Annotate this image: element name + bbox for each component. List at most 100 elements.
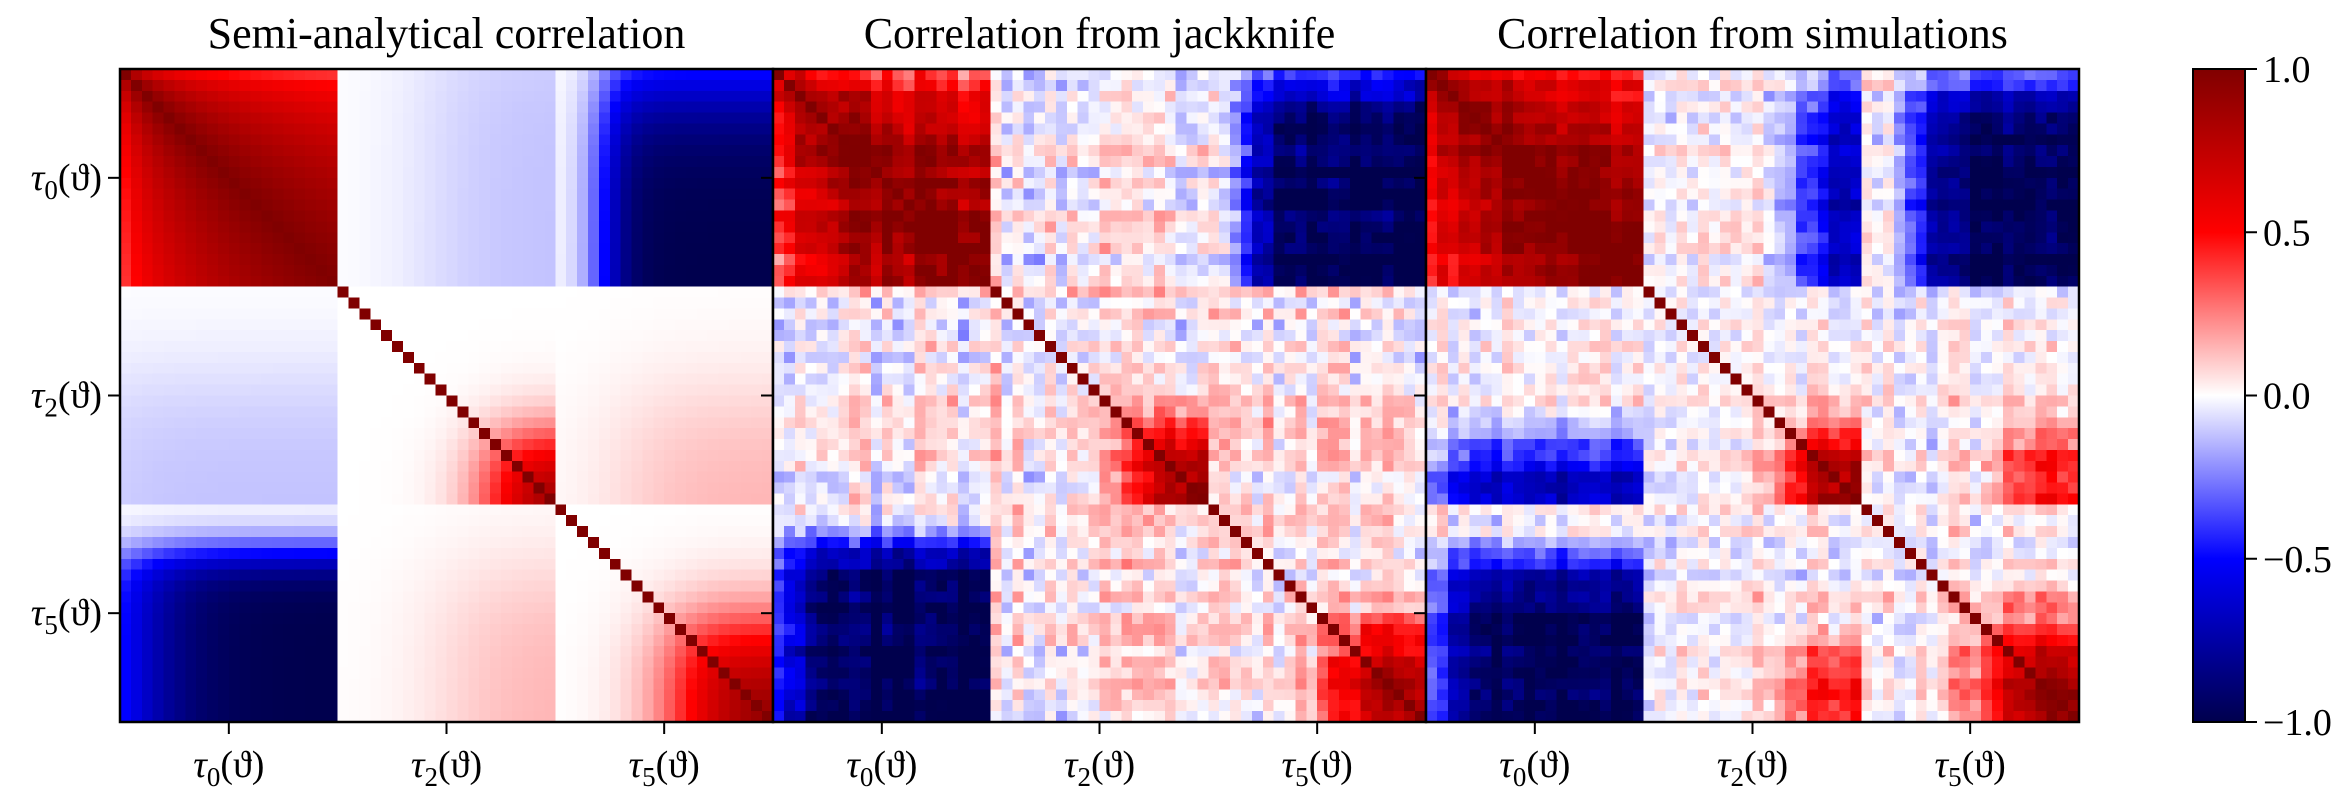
heatmap-cell	[1175, 101, 1188, 114]
heatmap-cell	[1404, 166, 1416, 179]
heatmap-cell	[1251, 243, 1264, 255]
heatmap-cell	[381, 667, 393, 680]
heatmap-cell	[577, 591, 589, 603]
heatmap-cell	[598, 188, 611, 201]
heatmap-cell	[207, 591, 219, 603]
heatmap-cell	[217, 254, 230, 266]
heatmap-cell	[479, 526, 491, 538]
heatmap-cell	[631, 526, 643, 538]
heatmap-cell	[642, 134, 654, 146]
heatmap-cell	[120, 569, 132, 582]
heatmap-cell	[729, 308, 741, 320]
heatmap-cell	[283, 264, 295, 277]
heatmap-cell	[762, 221, 774, 233]
heatmap-cell	[120, 428, 132, 440]
heatmap-cell	[228, 286, 241, 299]
heatmap-cell	[718, 417, 731, 429]
heatmap-cell	[751, 188, 763, 201]
heatmap-cell	[130, 634, 143, 647]
heatmap-cell	[1382, 264, 1394, 277]
heatmap-cell	[228, 439, 241, 451]
heatmap-cell	[1328, 297, 1340, 310]
heatmap-cell	[239, 645, 252, 658]
heatmap-cell	[457, 177, 469, 190]
heatmap-cell	[283, 319, 295, 331]
heatmap-cell	[250, 439, 263, 451]
heatmap-cell	[1338, 297, 1351, 310]
heatmap-cell	[1393, 254, 1405, 266]
tick-label-symbol: τ	[31, 375, 46, 417]
heatmap-cell	[294, 177, 306, 190]
heatmap-cell	[163, 580, 176, 592]
heatmap-cell	[468, 406, 480, 418]
heatmap-cell	[413, 254, 426, 266]
heatmap-cell	[925, 243, 937, 255]
heatmap-cell	[359, 351, 371, 364]
heatmap-cell	[174, 90, 186, 103]
heatmap-cell	[196, 591, 208, 603]
heatmap-cell	[968, 243, 981, 255]
heatmap-cell	[163, 439, 176, 451]
heatmap-cell	[1415, 166, 1427, 179]
heatmap-cell	[120, 319, 132, 331]
heatmap-cell	[1382, 286, 1394, 299]
heatmap-cell	[348, 112, 361, 125]
heatmap-cell	[283, 613, 295, 625]
heatmap-cell	[664, 580, 676, 592]
heatmap-cell	[370, 515, 382, 527]
heatmap-cell	[261, 536, 273, 549]
heatmap-cell	[522, 232, 535, 244]
heatmap-cell	[664, 101, 676, 114]
heatmap-cell	[1306, 166, 1318, 179]
heatmap-cell	[522, 656, 535, 669]
heatmap-cell	[152, 286, 165, 299]
heatmap-cell	[642, 558, 654, 571]
heatmap-cell	[402, 156, 415, 168]
heatmap-cell	[740, 134, 752, 146]
heatmap-cell	[250, 569, 263, 582]
heatmap-cell	[849, 123, 861, 135]
heatmap-cell	[1382, 243, 1394, 255]
heatmap-cell	[1055, 145, 1068, 157]
heatmap-cell	[272, 591, 284, 603]
heatmap-cell	[555, 373, 567, 386]
heatmap-cell	[305, 395, 317, 407]
heatmap-cell	[1208, 166, 1220, 179]
heatmap-cell	[1338, 232, 1351, 244]
heatmap-cell	[468, 624, 480, 636]
heatmap-cell	[1099, 156, 1111, 168]
heatmap-cell	[696, 689, 709, 701]
heatmap-cell	[631, 645, 643, 658]
heatmap-cell	[1306, 188, 1318, 201]
heatmap-cell	[370, 243, 382, 255]
heatmap-cell	[675, 188, 687, 201]
heatmap-cell	[337, 330, 350, 342]
heatmap-cell	[653, 123, 665, 135]
heatmap-cell	[631, 243, 643, 255]
heatmap-cell	[522, 101, 535, 114]
heatmap-cell	[1273, 134, 1286, 146]
heatmap-cell	[1393, 286, 1405, 299]
heatmap-cell	[1360, 101, 1373, 114]
heatmap-cell	[555, 112, 567, 125]
heatmap-cell	[446, 134, 458, 146]
heatmap-cell	[294, 656, 306, 669]
heatmap-cell	[228, 526, 241, 538]
heatmap-cell	[1328, 199, 1340, 212]
heatmap-cell	[740, 482, 752, 495]
heatmap-cell	[141, 460, 154, 473]
heatmap-cell	[392, 101, 404, 114]
heatmap-cell	[1415, 232, 1427, 244]
heatmap-cell	[1382, 188, 1394, 201]
heatmap-cell	[370, 101, 382, 114]
heatmap-cell	[1393, 297, 1405, 310]
heatmap-cell	[228, 493, 241, 505]
heatmap-cell	[130, 439, 143, 451]
heatmap-cell	[185, 275, 197, 288]
heatmap-cell	[729, 79, 741, 92]
heatmap-cell	[1143, 254, 1155, 266]
heatmap-cell	[1023, 188, 1035, 201]
heatmap-cell	[685, 286, 698, 299]
heatmap-cell	[620, 134, 633, 146]
heatmap-cell	[305, 569, 317, 582]
